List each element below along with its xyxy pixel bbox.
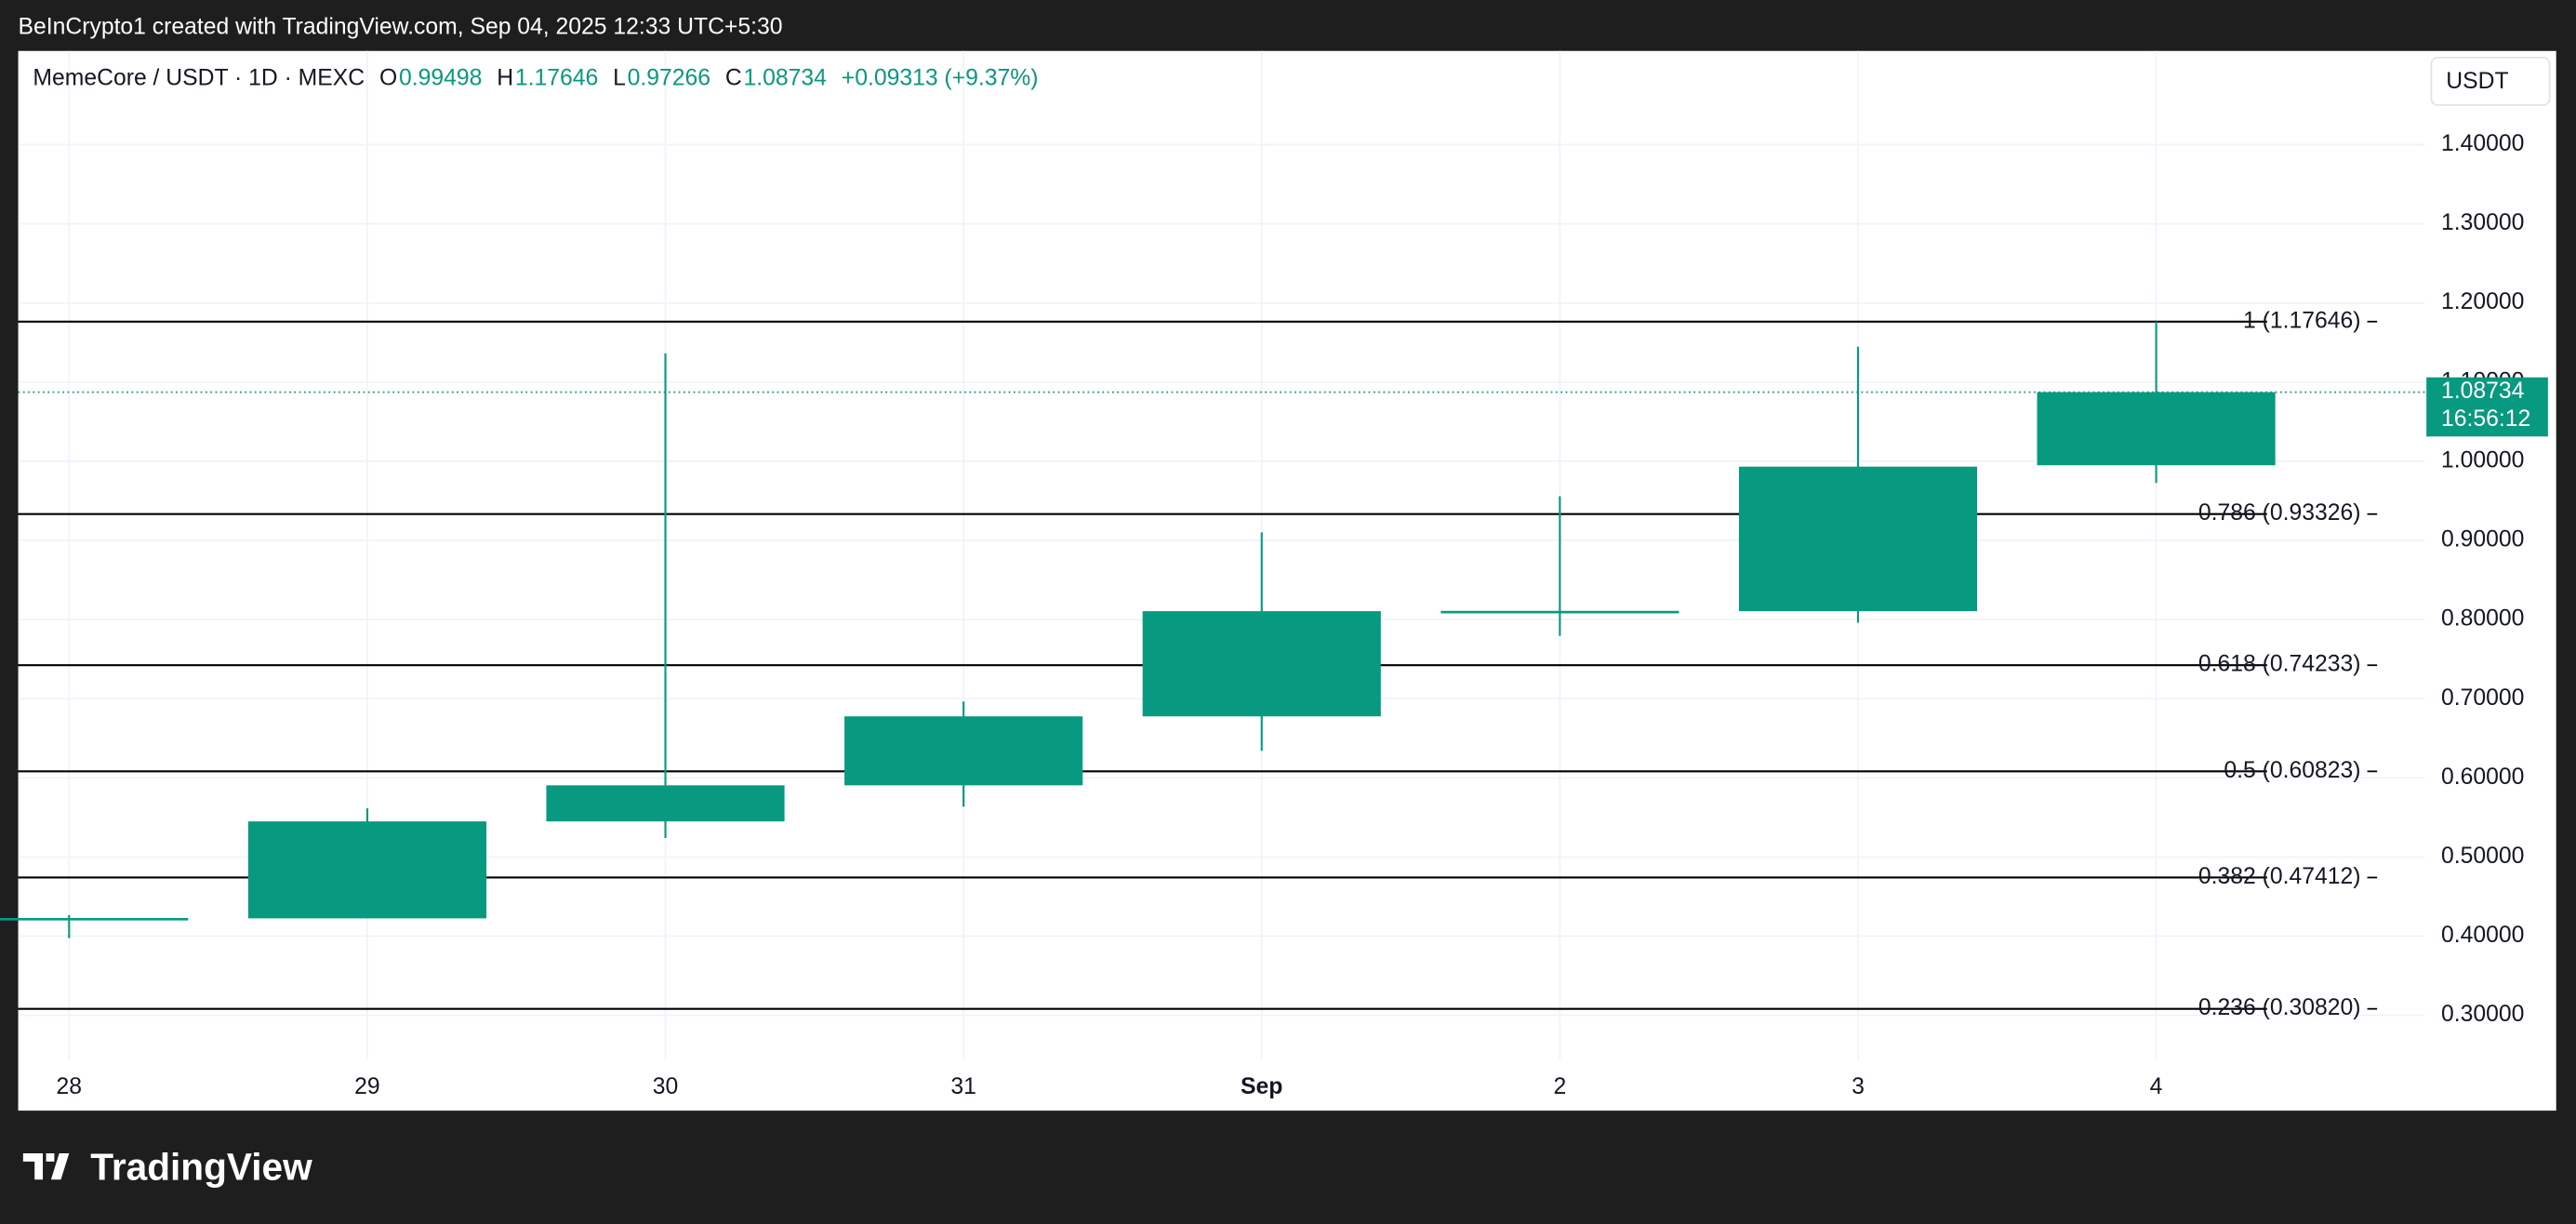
x-tick-label: 28 — [57, 1074, 83, 1099]
fib-label: 0.5 (0.60823) — [2224, 758, 2360, 783]
y-tick-label: 1.30000 — [2441, 210, 2524, 235]
legend-title: MemeCore / USDT · 1D · MEXC — [33, 65, 365, 90]
legend-change: +0.09313 (+9.37%) — [842, 65, 1039, 90]
countdown: 16:56:12 — [2441, 406, 2530, 432]
brand: TradingView — [90, 1145, 312, 1188]
fib-label: 0.786 (0.93326) — [2198, 500, 2361, 526]
chart-area — [18, 50, 2556, 1111]
candle-body — [247, 821, 486, 919]
fib-label: 0.382 (0.47412) — [2198, 864, 2361, 889]
fib-label: 0.618 (0.74233) — [2198, 652, 2361, 677]
fib-label: 1 (1.17646) — [2243, 308, 2360, 333]
legend-high: 1.17646 — [515, 65, 598, 90]
y-tick-label: 0.70000 — [2441, 685, 2524, 711]
header: BeInCrypto1 created with TradingView.com… — [19, 15, 783, 40]
legend-ohlc-label: C — [725, 65, 742, 90]
y-tick-label: 0.50000 — [2441, 844, 2524, 869]
legend-low: 0.97266 — [628, 65, 710, 90]
logo-icon — [22, 1153, 70, 1180]
y-tick-label: 1.40000 — [2441, 131, 2524, 156]
legend-ohlc-label: O — [379, 65, 397, 90]
candle-body — [1142, 611, 1381, 717]
x-tick-label: 31 — [950, 1074, 976, 1099]
currency: USDT — [2446, 69, 2508, 94]
candle-body — [2037, 392, 2276, 466]
legend-open: 0.99498 — [399, 65, 482, 90]
x-tick-label: 30 — [653, 1074, 679, 1099]
candle-body — [0, 917, 189, 921]
y-tick-label: 1.20000 — [2441, 289, 2524, 314]
candle-body — [844, 716, 1083, 786]
legend-ohlc-label: L — [613, 65, 626, 90]
candle-body — [546, 785, 785, 822]
candle-body — [1441, 610, 1680, 614]
x-tick-label: Sep — [1241, 1074, 1282, 1099]
legend-ohlc-label: H — [497, 65, 513, 90]
y-tick-label: 0.60000 — [2441, 765, 2524, 790]
currency-button[interactable] — [2430, 56, 2551, 106]
y-tick-label: 0.90000 — [2441, 527, 2524, 552]
candle-body — [1738, 466, 1978, 612]
fib-label: 0.236 (0.30820) — [2198, 995, 2361, 1020]
x-tick-label: 2 — [1553, 1074, 1566, 1099]
price-tag-value: 1.08734 — [2441, 379, 2525, 404]
y-tick-label: 0.40000 — [2441, 923, 2524, 948]
y-tick-label: 1.00000 — [2441, 447, 2524, 472]
x-tick-label: 4 — [2150, 1074, 2163, 1099]
legend-close: 1.08734 — [744, 65, 828, 90]
x-tick-label: 29 — [354, 1074, 380, 1099]
y-tick-label: 0.30000 — [2441, 1002, 2524, 1027]
price-tag — [2426, 377, 2548, 437]
y-tick-label: 0.80000 — [2441, 606, 2524, 632]
x-tick-label: 3 — [1852, 1074, 1865, 1099]
logo: TradingView — [22, 1145, 312, 1188]
